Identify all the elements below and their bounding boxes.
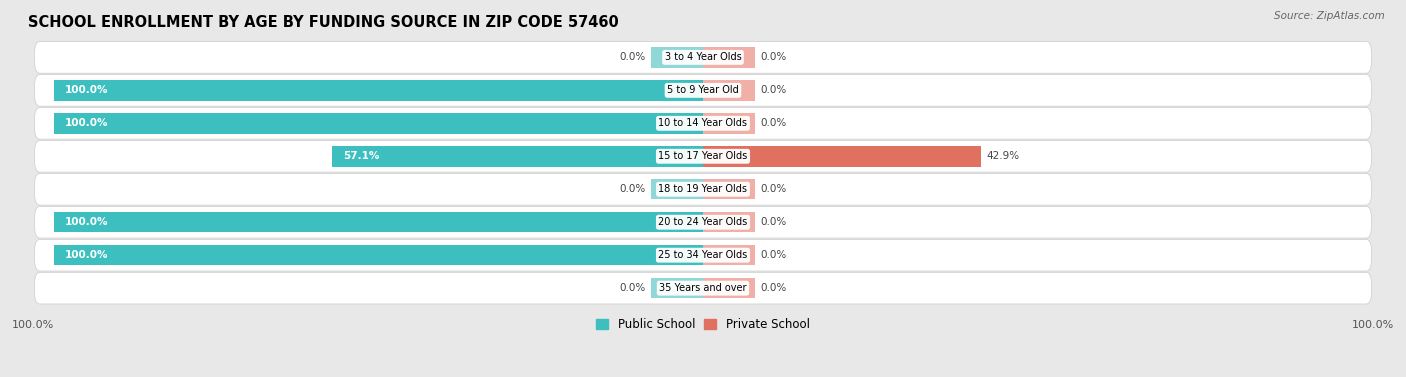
Bar	[703, 146, 981, 167]
Text: 100.0%: 100.0%	[65, 217, 108, 227]
Text: 57.1%: 57.1%	[343, 151, 380, 161]
Bar	[703, 245, 755, 265]
Text: SCHOOL ENROLLMENT BY AGE BY FUNDING SOURCE IN ZIP CODE 57460: SCHOOL ENROLLMENT BY AGE BY FUNDING SOUR…	[28, 15, 619, 30]
Bar	[703, 113, 755, 133]
Text: 0.0%: 0.0%	[761, 118, 786, 128]
Text: 0.0%: 0.0%	[761, 217, 786, 227]
FancyBboxPatch shape	[34, 141, 1372, 172]
FancyBboxPatch shape	[34, 272, 1372, 304]
Text: 18 to 19 Year Olds: 18 to 19 Year Olds	[658, 184, 748, 194]
Text: 5 to 9 Year Old: 5 to 9 Year Old	[666, 85, 740, 95]
FancyBboxPatch shape	[34, 75, 1372, 106]
Text: Source: ZipAtlas.com: Source: ZipAtlas.com	[1274, 11, 1385, 21]
Bar	[651, 278, 703, 298]
Text: 100.0%: 100.0%	[65, 118, 108, 128]
Text: 0.0%: 0.0%	[761, 283, 786, 293]
FancyBboxPatch shape	[34, 239, 1372, 271]
Text: 100.0%: 100.0%	[65, 250, 108, 260]
Text: 100.0%: 100.0%	[65, 85, 108, 95]
Text: 0.0%: 0.0%	[761, 85, 786, 95]
FancyBboxPatch shape	[34, 41, 1372, 73]
Text: 0.0%: 0.0%	[620, 283, 645, 293]
Text: 10 to 14 Year Olds: 10 to 14 Year Olds	[658, 118, 748, 128]
Bar	[53, 245, 703, 265]
FancyBboxPatch shape	[34, 206, 1372, 238]
Bar	[703, 47, 755, 67]
Text: 20 to 24 Year Olds: 20 to 24 Year Olds	[658, 217, 748, 227]
Text: 0.0%: 0.0%	[620, 184, 645, 194]
Text: 35 Years and over: 35 Years and over	[659, 283, 747, 293]
FancyBboxPatch shape	[34, 107, 1372, 139]
Bar	[53, 113, 703, 133]
Legend: Public School, Private School: Public School, Private School	[592, 313, 814, 336]
Text: 0.0%: 0.0%	[761, 250, 786, 260]
Bar	[703, 212, 755, 233]
Text: 15 to 17 Year Olds: 15 to 17 Year Olds	[658, 151, 748, 161]
Text: 0.0%: 0.0%	[620, 52, 645, 62]
Bar	[703, 278, 755, 298]
Text: 42.9%: 42.9%	[987, 151, 1019, 161]
Text: 3 to 4 Year Olds: 3 to 4 Year Olds	[665, 52, 741, 62]
Bar	[651, 47, 703, 67]
Bar	[651, 179, 703, 199]
Text: 0.0%: 0.0%	[761, 184, 786, 194]
Text: 25 to 34 Year Olds: 25 to 34 Year Olds	[658, 250, 748, 260]
Bar	[53, 212, 703, 233]
Bar	[332, 146, 703, 167]
Text: 100.0%: 100.0%	[1353, 320, 1395, 331]
Bar	[703, 179, 755, 199]
Bar	[703, 80, 755, 101]
FancyBboxPatch shape	[34, 173, 1372, 205]
Text: 100.0%: 100.0%	[11, 320, 53, 331]
Text: 0.0%: 0.0%	[761, 52, 786, 62]
Bar	[53, 80, 703, 101]
